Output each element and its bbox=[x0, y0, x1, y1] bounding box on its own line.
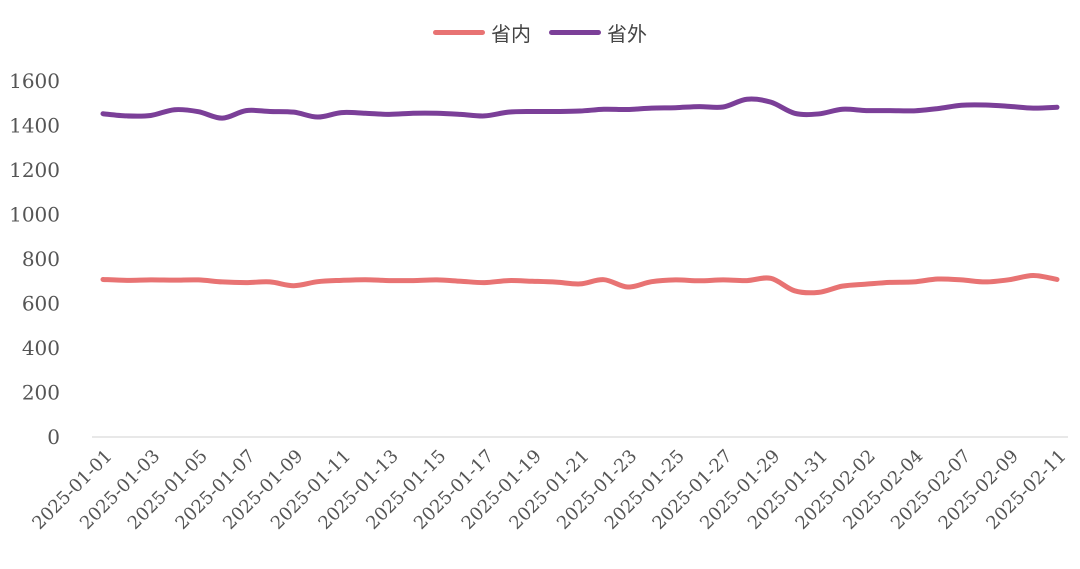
legend-swatch-series-2 bbox=[549, 30, 601, 35]
y-axis: 0 200 400 600 800 1000 1200 1400 1600 bbox=[9, 69, 60, 449]
y-tick-label: 1600 bbox=[9, 69, 60, 93]
series-layer bbox=[100, 96, 1060, 296]
y-tick-label: 400 bbox=[22, 336, 60, 360]
legend-item-series-1: 省内 bbox=[433, 18, 531, 47]
y-tick-label: 1200 bbox=[9, 158, 60, 182]
legend-label-series-2: 省外 bbox=[607, 22, 647, 46]
y-tick-label: 600 bbox=[22, 292, 60, 316]
y-tick-label: 200 bbox=[22, 381, 60, 405]
legend-label-series-1: 省内 bbox=[491, 22, 531, 46]
y-tick-label: 1400 bbox=[9, 114, 60, 138]
y-tick-label: 0 bbox=[47, 425, 60, 449]
legend-item-series-2: 省外 bbox=[549, 18, 647, 47]
legend-swatch-series-1 bbox=[433, 30, 485, 35]
legend: 省内 省外 bbox=[0, 18, 1080, 47]
series-line-1 bbox=[100, 272, 1060, 296]
x-axis: 2025-01-012025-01-032025-01-052025-01-07… bbox=[28, 436, 1071, 534]
series-line-2 bbox=[100, 96, 1060, 121]
y-tick-label: 1000 bbox=[9, 203, 60, 227]
y-tick-label: 800 bbox=[22, 247, 60, 271]
